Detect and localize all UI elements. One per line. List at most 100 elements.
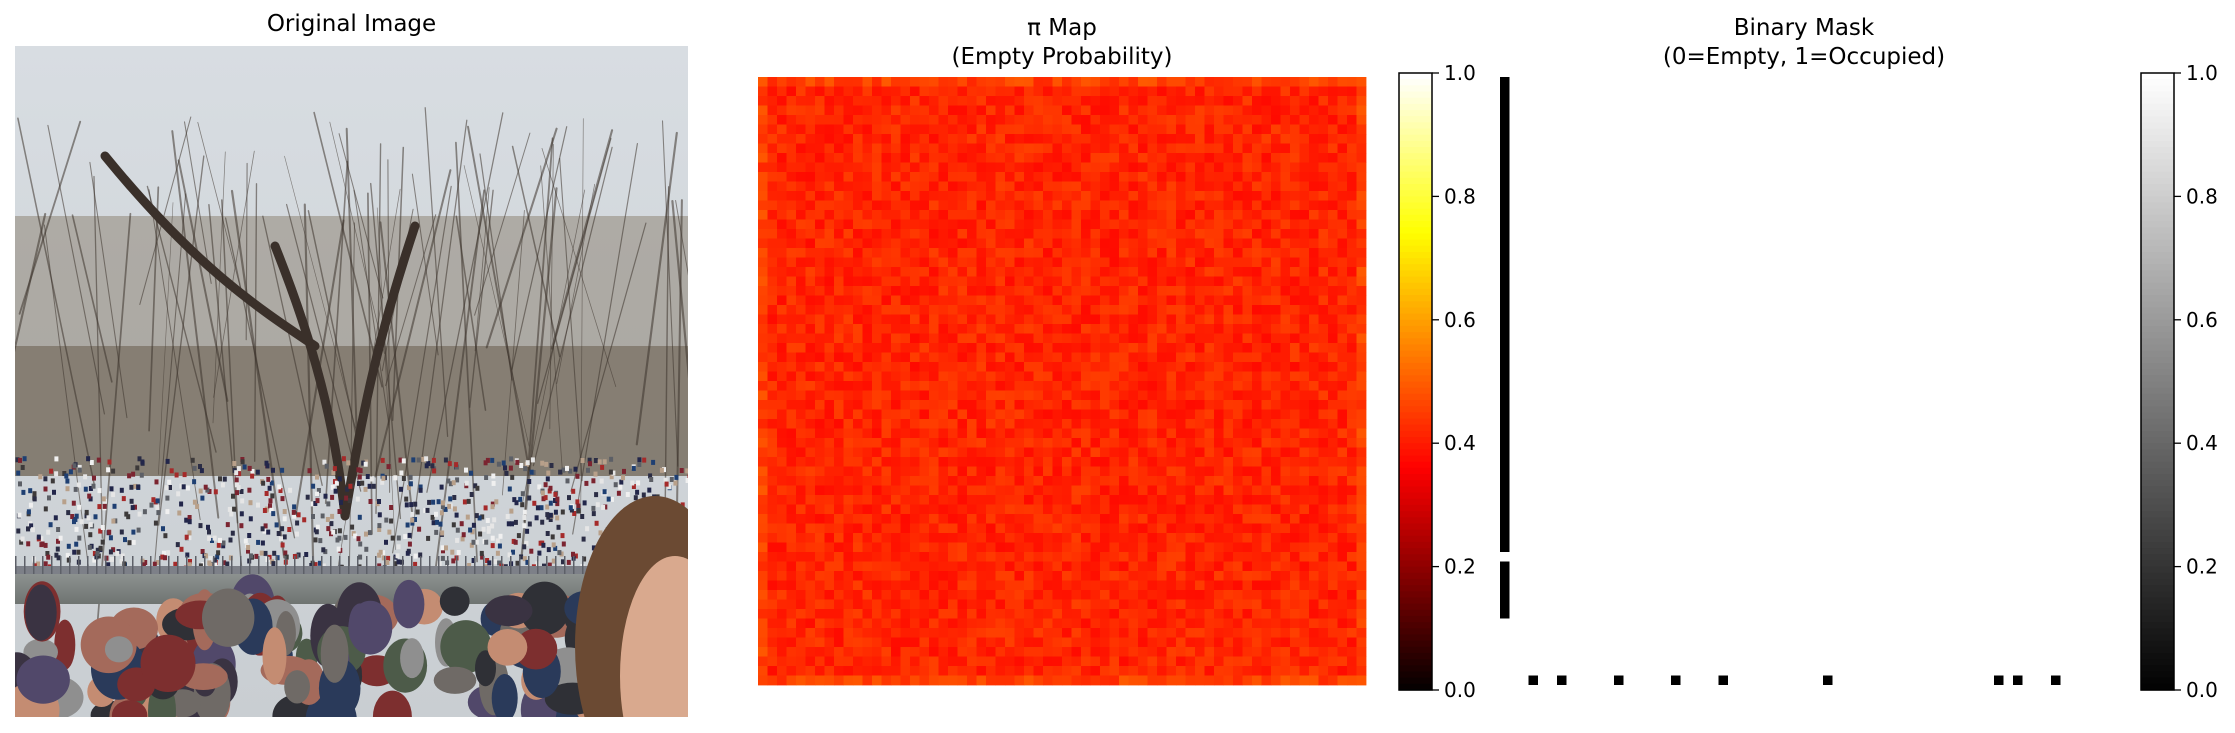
- pi-cell: [1309, 514, 1319, 524]
- pi-cell: [1185, 295, 1196, 306]
- pi-cell: [1062, 371, 1072, 382]
- pi-cell: [758, 666, 768, 676]
- pi-cell: [1109, 305, 1120, 315]
- pi-cell: [853, 514, 863, 524]
- pi-cell: [862, 409, 873, 420]
- pi-cell: [1138, 647, 1148, 657]
- pi-cell: [948, 172, 958, 182]
- pi-cell: [1071, 276, 1082, 287]
- pi-cell: [1242, 609, 1253, 619]
- pi-cell: [1195, 314, 1205, 325]
- pi-cell: [1081, 105, 1091, 116]
- pi-cell: [995, 409, 1006, 420]
- pi-cell: [1024, 210, 1034, 220]
- pi-cell: [1252, 666, 1262, 676]
- pi-cell: [824, 675, 835, 686]
- pi-cell: [1128, 571, 1139, 581]
- pi-cell: [1356, 143, 1367, 154]
- pi-cell: [1166, 210, 1177, 220]
- pi-cell: [1204, 447, 1215, 458]
- pi-cell: [815, 599, 825, 610]
- pi-cell: [1347, 552, 1357, 562]
- pi-cell: [1204, 124, 1215, 135]
- pi-map-colorbar-segment: [1399, 511, 1432, 518]
- pi-cell: [1271, 115, 1281, 125]
- pi-cell: [1157, 514, 1167, 524]
- pi-cell: [834, 286, 844, 296]
- pi-cell: [967, 371, 977, 382]
- pi-cell: [1233, 86, 1243, 97]
- pi-cell: [900, 628, 911, 638]
- pi-cell: [1100, 533, 1110, 543]
- pi-cell: [1081, 267, 1091, 277]
- pi-cell: [1328, 77, 1338, 87]
- pi-map-colorbar-segment: [1399, 128, 1432, 136]
- pi-cell: [881, 561, 892, 572]
- pi-cell: [805, 523, 816, 534]
- pi-cell: [1005, 419, 1015, 429]
- pi-cell: [1195, 466, 1205, 477]
- pi-cell: [1261, 172, 1272, 182]
- pi-cell: [995, 352, 1006, 363]
- pi-cell: [957, 457, 968, 467]
- pi-cell: [1299, 580, 1310, 591]
- pi-cell: [1005, 609, 1015, 619]
- pi-cell: [929, 86, 939, 97]
- pi-cell: [1271, 77, 1281, 87]
- pi-cell: [758, 371, 768, 382]
- pi-cell: [796, 362, 806, 372]
- pi-cell: [1261, 485, 1272, 496]
- pi-cell: [1261, 447, 1272, 458]
- pi-cell: [1318, 495, 1329, 505]
- pi-cell: [796, 210, 806, 220]
- pi-cell: [1081, 542, 1091, 553]
- pi-cell: [1280, 647, 1291, 657]
- pi-cell: [1090, 428, 1101, 439]
- pi-cell: [1062, 504, 1072, 515]
- pi-cell: [1309, 333, 1319, 344]
- pi-cell: [976, 257, 987, 268]
- pi-cell: [1328, 419, 1338, 429]
- pi-cell: [919, 514, 930, 524]
- pi-cell: [1052, 324, 1063, 334]
- pi-cell: [1290, 476, 1300, 486]
- pi-cell: [957, 381, 968, 391]
- pi-cell: [948, 257, 958, 268]
- pi-cell: [995, 533, 1006, 543]
- pi-cell: [1337, 552, 1348, 562]
- pi-cell: [1242, 86, 1253, 97]
- pi-cell: [777, 86, 787, 97]
- pi-cell: [1261, 628, 1272, 638]
- pi-cell: [976, 134, 987, 144]
- pi-cell: [1185, 504, 1196, 515]
- pi-cell: [1024, 191, 1034, 201]
- pi-cell: [1204, 590, 1215, 600]
- pi-cell: [796, 248, 806, 258]
- pi-cell: [862, 295, 873, 306]
- pi-cell: [1005, 542, 1015, 553]
- pi-cell: [1280, 419, 1291, 429]
- pi-cell: [1100, 637, 1110, 648]
- pi-cell: [1166, 400, 1177, 410]
- pi-cell: [815, 466, 825, 477]
- pi-cell: [834, 191, 844, 201]
- pi-cell: [948, 514, 958, 524]
- pi-cell: [967, 419, 977, 429]
- pi-cell: [1337, 257, 1348, 268]
- pi-cell: [1290, 561, 1300, 572]
- pi-cell: [1242, 162, 1253, 173]
- pi-cell: [1166, 419, 1177, 429]
- pi-cell: [929, 352, 939, 363]
- pi-cell: [967, 153, 977, 163]
- pi-cell: [1043, 495, 1053, 505]
- pi-cell: [1233, 162, 1243, 173]
- pi-cell: [1005, 153, 1015, 163]
- pi-cell: [891, 400, 901, 410]
- pi-cell: [910, 124, 920, 135]
- pi-cell: [1005, 523, 1015, 534]
- pi-cell: [872, 162, 882, 173]
- pi-cell: [957, 96, 968, 106]
- pi-cell: [1024, 172, 1034, 182]
- pi-cell: [1271, 181, 1281, 192]
- pi-cell: [853, 200, 863, 211]
